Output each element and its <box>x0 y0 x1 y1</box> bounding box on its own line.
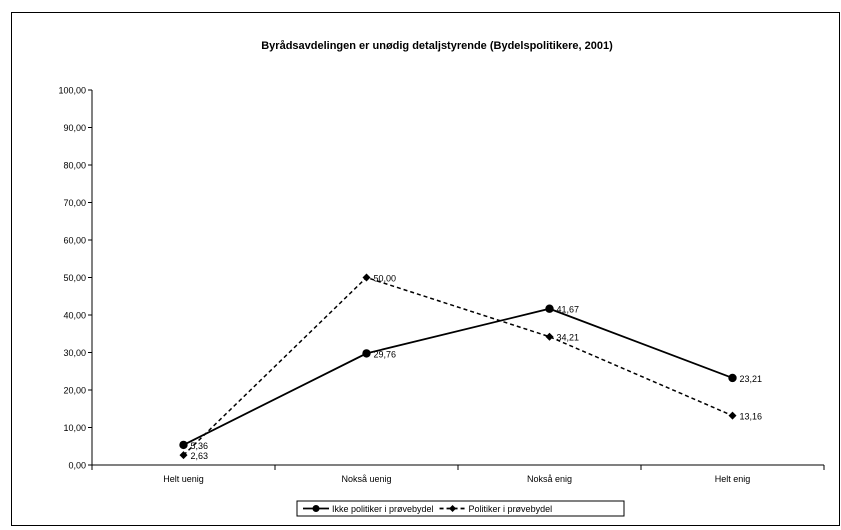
data-point <box>728 373 737 383</box>
data-label: 34,21 <box>557 333 580 343</box>
y-tick-label: 0,00 <box>68 461 86 471</box>
series-line <box>182 276 733 456</box>
y-tick-label: 40,00 <box>63 311 86 321</box>
data-point <box>179 451 188 460</box>
x-tick-label: Nokså uenig <box>341 474 391 484</box>
legend-label: Politiker i prøvebydel <box>469 504 553 514</box>
legend-label: Ikke politiker i prøvebydel <box>332 504 434 514</box>
legend-box <box>296 500 625 517</box>
data-label: 23,21 <box>740 374 763 384</box>
y-tick-label: 60,00 <box>63 236 86 246</box>
series-line <box>183 307 733 446</box>
y-tick-label: 100,00 <box>58 86 86 96</box>
data-point <box>728 411 737 420</box>
data-point <box>362 273 371 282</box>
data-label: 13,16 <box>740 412 763 422</box>
data-point <box>545 304 554 313</box>
data-label: 41,67 <box>557 305 580 315</box>
legend-marker <box>312 505 320 512</box>
y-tick-label: 80,00 <box>63 161 86 171</box>
data-point <box>362 349 371 358</box>
data-label: 5,36 <box>191 441 209 451</box>
x-tick-label: Helt uenig <box>163 474 204 484</box>
y-tick-label: 50,00 <box>63 273 86 283</box>
chart-frame: Byrådsavdelingen er unødig detaljstyrend… <box>11 12 840 526</box>
y-tick-label: 30,00 <box>63 348 86 358</box>
data-label: 29,76 <box>374 349 397 359</box>
legend: Ikke politiker i prøvebydel Politiker i p… <box>296 500 625 517</box>
y-tick-label: 90,00 <box>63 123 86 133</box>
y-tick-label: 10,00 <box>63 423 86 433</box>
data-label: 50,00 <box>374 274 397 284</box>
x-tick-label: Nokså enig <box>527 474 572 484</box>
data-point <box>545 332 554 341</box>
data-label: 2,63 <box>191 451 209 461</box>
y-tick-label: 70,00 <box>63 198 86 208</box>
legend-marker <box>449 505 457 512</box>
y-tick-label: 20,00 <box>63 386 86 396</box>
data-point <box>179 440 188 450</box>
chart-title: Byrådsavdelingen er unødig detaljstyrend… <box>261 40 613 52</box>
x-tick-label: Helt enig <box>715 474 751 484</box>
line-chart: Byrådsavdelingen er unødig detaljstyrend… <box>58 40 825 517</box>
